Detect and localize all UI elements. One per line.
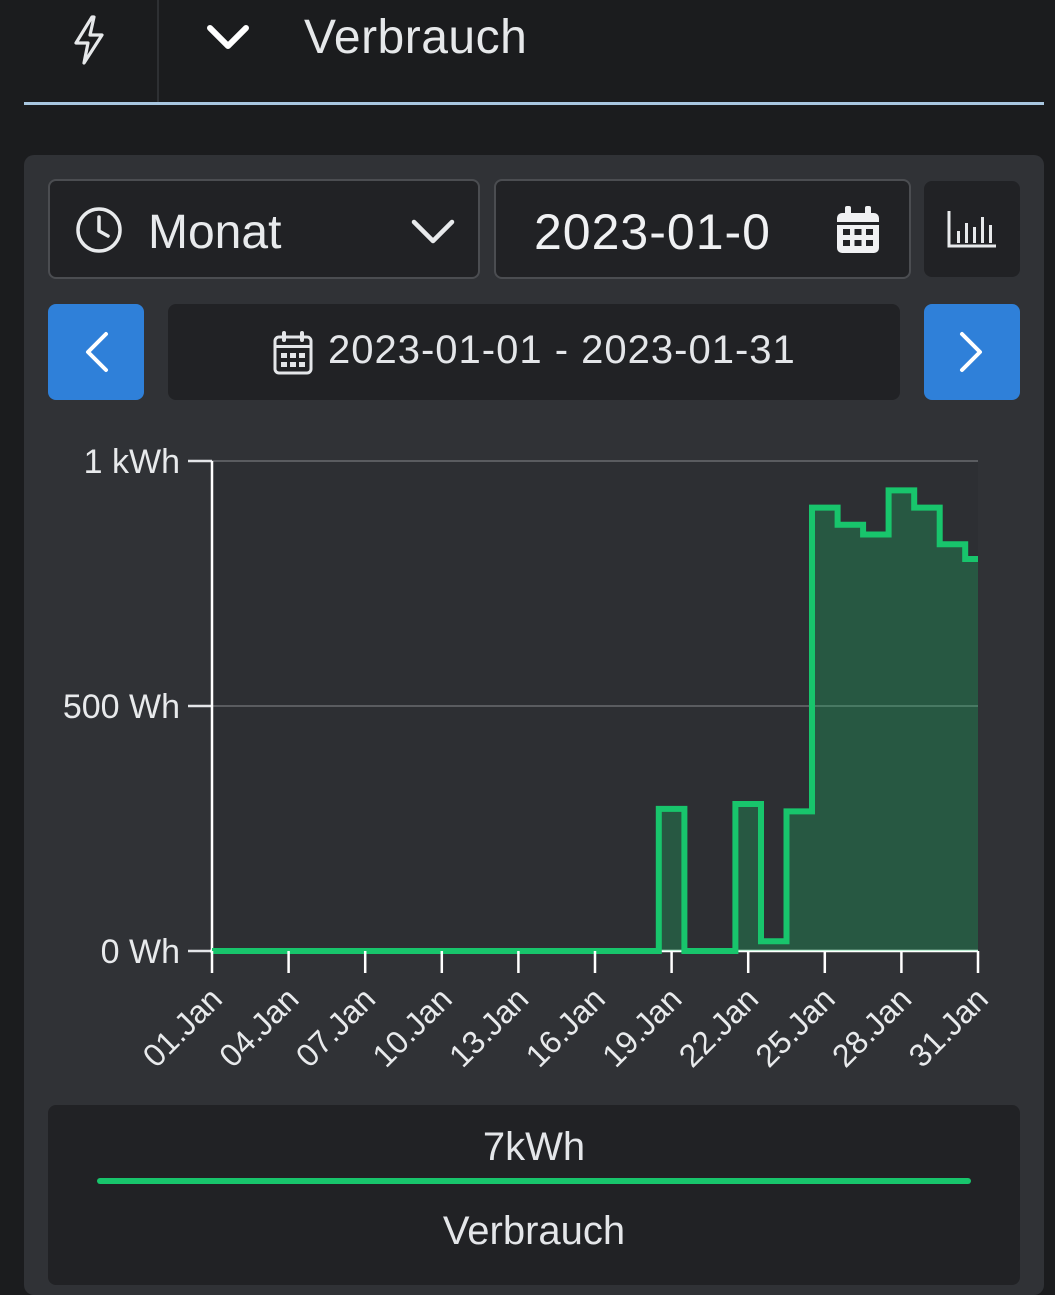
y-tick-label: 500 Wh: [63, 688, 180, 726]
date-input-value: 2023-01-0: [534, 204, 771, 260]
chevron-down-icon[interactable]: [204, 18, 252, 58]
x-tick-label: 31.Jan: [902, 980, 995, 1073]
series-line: [212, 487, 978, 954]
chevron-down-icon: [411, 219, 455, 244]
calendar-icon[interactable]: [835, 205, 881, 255]
top-bar: Verbrauch: [0, 0, 1055, 105]
legend-series-line: [97, 1178, 971, 1184]
calendar-icon: [273, 331, 313, 375]
period-select-label: Monat: [148, 206, 282, 259]
chevron-left-icon: [86, 332, 108, 372]
x-tick-label: 16.Jan: [519, 980, 612, 1073]
lightning-icon[interactable]: [66, 14, 114, 66]
x-tick-label: 10.Jan: [365, 980, 458, 1073]
page-title: Verbrauch: [304, 11, 528, 64]
x-tick-label: 13.Jan: [442, 980, 535, 1073]
x-tick-label: 01.Jan: [136, 980, 229, 1073]
x-tick-label: 25.Jan: [748, 980, 841, 1073]
clock-icon: [76, 207, 122, 253]
header-divider: [157, 0, 159, 103]
chart-type-button[interactable]: [924, 181, 1020, 277]
chart-legend[interactable]: 7kWh Verbrauch: [48, 1105, 1020, 1285]
previous-period-button[interactable]: [48, 304, 144, 400]
y-tick-label: 1 kWh: [84, 443, 180, 481]
x-tick-label: 07.Jan: [289, 980, 382, 1073]
bar-chart-icon: [947, 211, 996, 248]
chevron-right-icon: [960, 332, 982, 372]
x-tick-label: 28.Jan: [825, 980, 918, 1073]
next-period-button[interactable]: [924, 304, 1020, 400]
date-input[interactable]: 2023-01-0: [494, 179, 911, 279]
legend-total: 7kWh: [482, 1125, 586, 1169]
x-tick-label: 22.Jan: [672, 980, 765, 1073]
x-tick-label: 04.Jan: [212, 980, 305, 1073]
y-tick-label: 0 Wh: [101, 933, 180, 971]
period-select[interactable]: Monat: [48, 179, 480, 279]
date-range-display[interactable]: 2023-01-01 - 2023-01-31: [168, 304, 900, 400]
x-tick-label: 19.Jan: [595, 980, 688, 1073]
date-range-text: 2023-01-01 - 2023-01-31: [328, 328, 796, 372]
legend-series-name: Verbrauch: [442, 1209, 626, 1253]
header-underline: [24, 102, 1044, 105]
